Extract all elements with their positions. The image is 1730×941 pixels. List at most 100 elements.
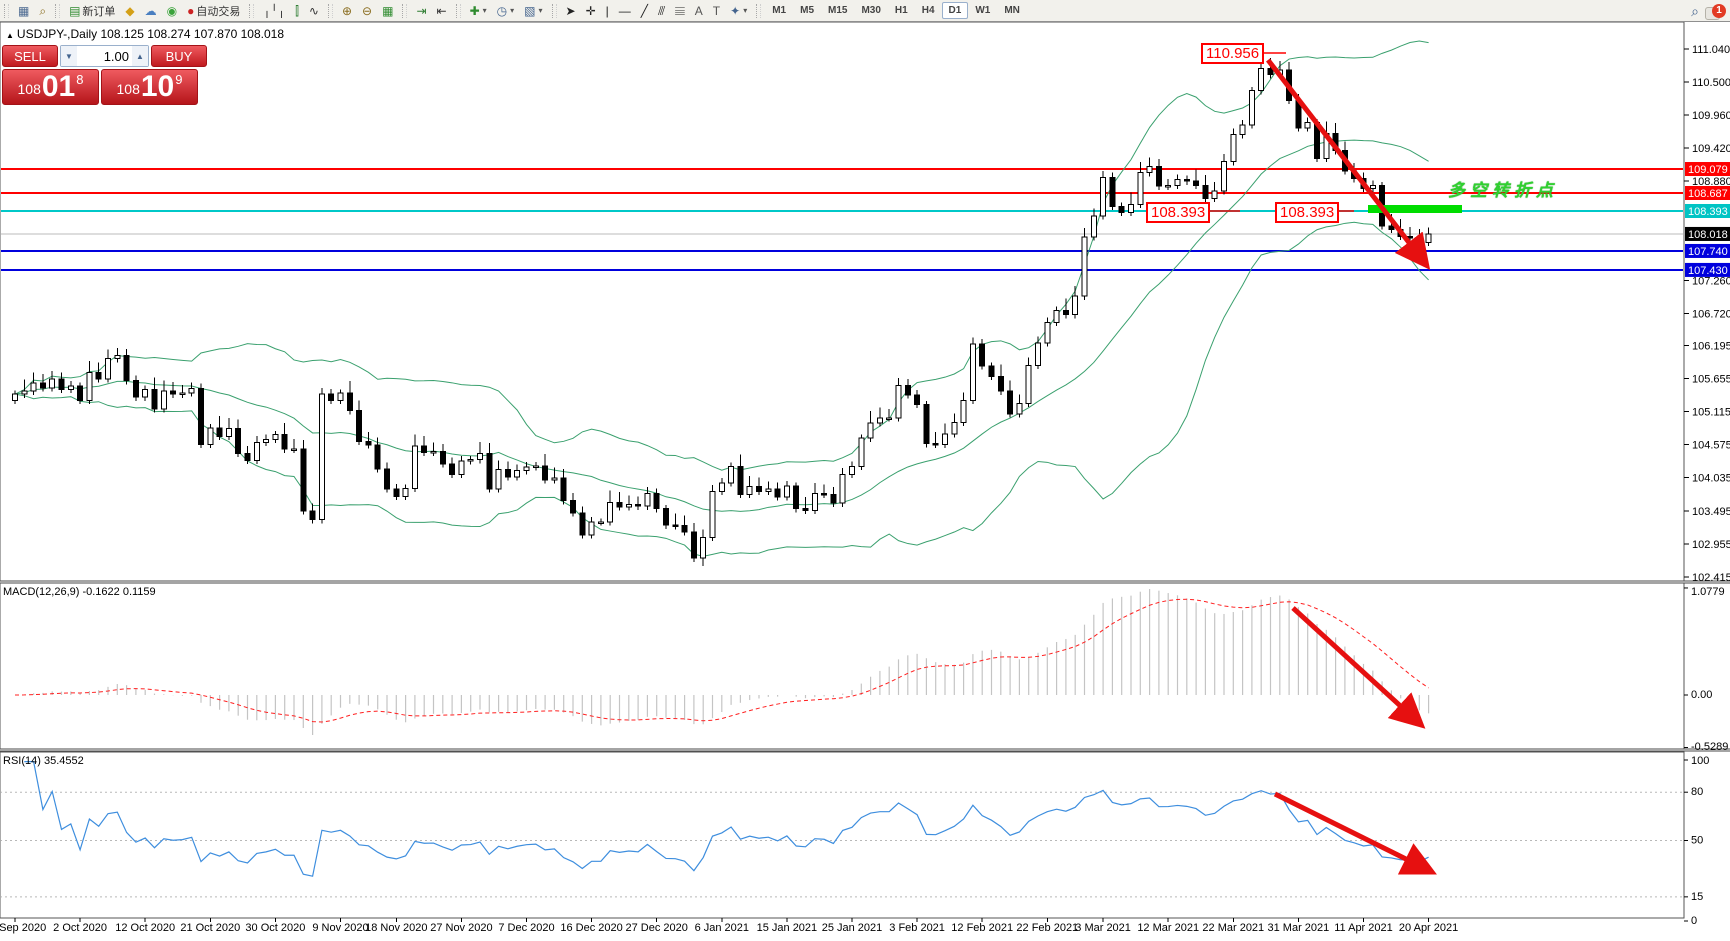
candle-body: [439, 451, 446, 465]
line-chart-icon: ∿: [308, 3, 319, 18]
chart-symbol-title: ▲ USDJPY-,Daily 108.125 108.274 107.870 1…: [6, 27, 284, 41]
candle-body: [272, 434, 279, 440]
volume-down-button[interactable]: ▼: [61, 46, 77, 66]
shapes-button[interactable]: ✦ ▾: [726, 3, 751, 19]
indicators-list-icon: ✚: [469, 3, 480, 18]
timeframe-button-M15[interactable]: M15: [828, 5, 848, 16]
auto-scroll-button[interactable]: ⇥: [412, 3, 430, 19]
candle-body: [1221, 161, 1227, 192]
trend-arrow-0: [1266, 58, 1431, 270]
candle-body: [653, 492, 660, 510]
candle-body: [1258, 68, 1265, 92]
y-tick-label: 105.655: [1692, 374, 1730, 386]
timeframe-button-D1[interactable]: D1: [941, 2, 969, 19]
candle-body: [132, 380, 139, 398]
volume-input[interactable]: [77, 46, 132, 66]
timeframe-button-MN[interactable]: MN: [1004, 5, 1020, 16]
rsi-tick-label: 80: [1691, 786, 1703, 798]
new-order-button[interactable]: ▤ 新订单: [65, 1, 119, 21]
signals-button[interactable]: ◉: [163, 3, 181, 19]
timeframe-button-H4[interactable]: H4: [921, 5, 935, 16]
timeframe-button-H1[interactable]: H1: [894, 5, 908, 16]
tile-windows-button[interactable]: ▦: [378, 3, 397, 19]
candle-body: [588, 521, 595, 536]
candle-body: [1081, 236, 1088, 297]
price-badge-label: 107.740: [1688, 246, 1728, 258]
candle-body: [1304, 121, 1311, 129]
notification-badge[interactable]: 1: [1712, 3, 1726, 18]
candle-body: [1239, 124, 1246, 136]
channel-button[interactable]: ⫻: [654, 3, 669, 19]
mql5-market-button[interactable]: ◆: [121, 3, 138, 19]
profiles-icon: ⌕: [39, 3, 47, 18]
candle-body: [1118, 205, 1125, 213]
sell-button[interactable]: SELL: [2, 45, 58, 67]
candle-body: [839, 473, 846, 504]
candle-body: [12, 393, 18, 401]
text-icon: A: [694, 3, 703, 18]
buy-button[interactable]: BUY: [151, 45, 207, 67]
y-tick-label: 109.960: [1692, 110, 1730, 122]
candle-body: [728, 465, 735, 484]
crosshair-button[interactable]: ✛: [582, 3, 600, 19]
vline-icon: |: [605, 3, 609, 18]
y-tick-label: 102.955: [1692, 539, 1730, 551]
candle-body: [1155, 166, 1162, 187]
candle-body: [811, 492, 818, 511]
buy-price-point: 9: [175, 72, 183, 87]
autotrading-button[interactable]: ● 自动交易: [183, 1, 244, 21]
profiles-button[interactable]: ⌕: [35, 3, 50, 19]
bar-chart-icon: ╷╵╷: [263, 3, 286, 18]
new-chart-button[interactable]: ▦: [14, 3, 33, 19]
zoom-out-button[interactable]: ⊖: [358, 3, 376, 19]
candle-body: [207, 427, 214, 445]
candle-body: [495, 468, 502, 490]
label-button[interactable]: T: [709, 3, 724, 19]
templates-button[interactable]: ▧ ▾: [520, 3, 546, 19]
candle-body: [1211, 190, 1218, 199]
candle-body: [105, 358, 111, 380]
candle-body: [783, 485, 790, 498]
candle-body: [988, 365, 995, 377]
rsi-panel: [0, 751, 1685, 919]
candle-body: [318, 393, 325, 521]
candle-body: [384, 468, 390, 490]
zoom-in-button[interactable]: ⊕: [338, 3, 356, 19]
trendline-icon: ╱: [640, 3, 648, 18]
vline-button[interactable]: |: [602, 3, 613, 19]
timeframe-button-M5[interactable]: M5: [800, 5, 815, 16]
toolbar-right: ⌕ 1: [1691, 1, 1726, 20]
candle-body: [1128, 203, 1134, 213]
crosshair-icon: ✛: [585, 3, 596, 18]
candle-body: [895, 385, 902, 419]
y-tick-label: 105.115: [1692, 407, 1730, 419]
collapse-triangle-icon[interactable]: ▲: [6, 31, 14, 40]
line-chart-button[interactable]: ∿: [305, 3, 323, 19]
hline-button[interactable]: —: [615, 3, 635, 19]
timeframe-button-M1[interactable]: M1: [772, 5, 787, 16]
green-level-segment: [1368, 205, 1462, 213]
buy-quote-tile[interactable]: 108 10 9: [101, 69, 198, 105]
text-button[interactable]: A: [691, 3, 707, 19]
toolbar-separator: [756, 3, 762, 18]
sell-quote-tile[interactable]: 108 01 8: [2, 69, 99, 105]
trendline-button[interactable]: ╱: [637, 3, 652, 19]
volume-up-button[interactable]: ▲: [132, 46, 148, 66]
virtual-hosting-button[interactable]: ☁: [141, 3, 161, 19]
periods-button[interactable]: ◷ ▾: [493, 3, 519, 19]
price-badge: [1685, 203, 1730, 218]
indicators-list-button[interactable]: ✚ ▾: [466, 3, 491, 19]
fibonacci-button[interactable]: 𝄙: [671, 3, 689, 19]
search-icon[interactable]: ⌕: [1691, 2, 1699, 19]
candle-body: [309, 510, 316, 521]
chart-shift-button[interactable]: ⇤: [433, 3, 451, 19]
candle-body: [551, 477, 558, 481]
candle-body: [616, 501, 623, 508]
timeframe-button-W1[interactable]: W1: [975, 5, 991, 16]
timeframe-button-M30[interactable]: M30: [861, 5, 881, 16]
candle-body: [923, 404, 930, 445]
cursor-button[interactable]: ➤: [562, 3, 580, 19]
candlestick-chart-button[interactable]: ⫿: [291, 3, 303, 19]
bar-chart-button[interactable]: ╷╵╷: [259, 3, 289, 19]
